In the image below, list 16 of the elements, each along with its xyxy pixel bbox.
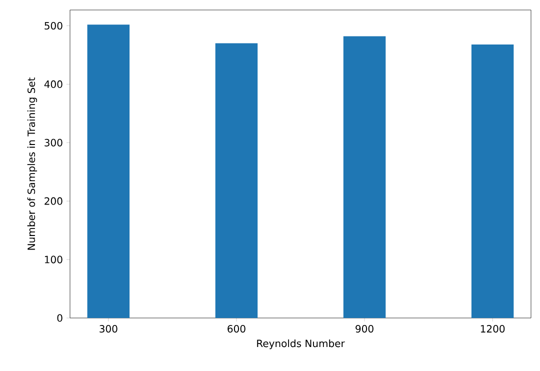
bar [343,36,386,318]
y-tick-label: 0 [57,314,62,322]
y-axis-title: Number of Samples in Training Set [27,78,38,250]
bar [87,24,130,318]
y-tick-label: 400 [44,80,62,88]
x-axis-title: Reynolds Number [257,339,345,350]
y-tick-label: 300 [44,138,62,146]
y-tick-label: 100 [44,256,62,264]
x-tick-label: 900 [356,325,374,333]
y-tick-label: 500 [44,22,62,30]
x-tick-label: 1200 [480,325,505,333]
bar [215,43,258,318]
x-tick-label: 300 [100,325,118,333]
y-tick-label: 200 [44,197,62,205]
bar [471,44,514,318]
x-tick-label: 600 [228,325,246,333]
